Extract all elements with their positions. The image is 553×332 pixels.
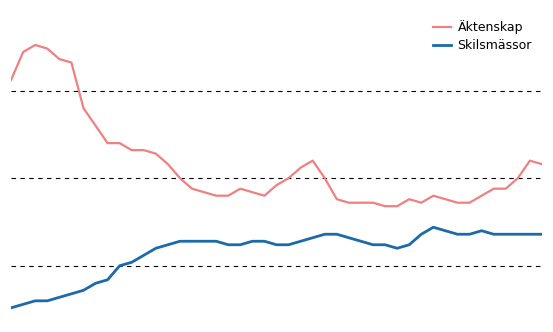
Äktenskap bbox=[44, 46, 50, 50]
Äktenskap bbox=[514, 176, 521, 180]
Äktenskap bbox=[478, 194, 485, 198]
Skilsmässor bbox=[128, 260, 135, 264]
Äktenskap bbox=[116, 141, 123, 145]
Skilsmässor bbox=[309, 236, 316, 240]
Äktenskap bbox=[261, 194, 268, 198]
Skilsmässor bbox=[285, 243, 292, 247]
Skilsmässor bbox=[105, 278, 111, 282]
Skilsmässor bbox=[237, 243, 244, 247]
Skilsmässor bbox=[478, 229, 485, 233]
Skilsmässor bbox=[273, 243, 280, 247]
Äktenskap bbox=[176, 176, 183, 180]
Skilsmässor bbox=[491, 232, 497, 236]
Äktenskap bbox=[346, 201, 352, 205]
Äktenskap bbox=[237, 187, 244, 191]
Äktenskap bbox=[56, 57, 62, 61]
Legend: Äktenskap, Skilsmässor: Äktenskap, Skilsmässor bbox=[429, 16, 536, 56]
Skilsmässor bbox=[406, 243, 413, 247]
Äktenskap bbox=[333, 197, 340, 201]
Äktenskap bbox=[105, 141, 111, 145]
Skilsmässor bbox=[514, 232, 521, 236]
Äktenskap bbox=[370, 201, 377, 205]
Äktenskap bbox=[68, 60, 75, 64]
Skilsmässor bbox=[56, 295, 62, 299]
Skilsmässor bbox=[526, 232, 533, 236]
Skilsmässor bbox=[442, 229, 448, 233]
Äktenskap bbox=[466, 201, 473, 205]
Skilsmässor bbox=[92, 281, 99, 285]
Äktenskap bbox=[80, 106, 87, 110]
Skilsmässor bbox=[116, 264, 123, 268]
Äktenskap bbox=[189, 187, 195, 191]
Äktenskap bbox=[526, 159, 533, 163]
Äktenskap bbox=[358, 201, 364, 205]
Äktenskap bbox=[309, 159, 316, 163]
Äktenskap bbox=[321, 176, 328, 180]
Skilsmässor bbox=[44, 299, 50, 303]
Skilsmässor bbox=[80, 288, 87, 292]
Äktenskap bbox=[394, 204, 400, 208]
Äktenskap bbox=[213, 194, 220, 198]
Äktenskap bbox=[165, 162, 171, 166]
Skilsmässor bbox=[140, 253, 147, 257]
Skilsmässor bbox=[213, 239, 220, 243]
Skilsmässor bbox=[394, 246, 400, 250]
Skilsmässor bbox=[333, 232, 340, 236]
Line: Skilsmässor: Skilsmässor bbox=[11, 227, 542, 308]
Skilsmässor bbox=[201, 239, 207, 243]
Äktenskap bbox=[201, 190, 207, 194]
Skilsmässor bbox=[430, 225, 437, 229]
Skilsmässor bbox=[539, 232, 545, 236]
Skilsmässor bbox=[261, 239, 268, 243]
Äktenskap bbox=[8, 78, 14, 82]
Äktenskap bbox=[140, 148, 147, 152]
Skilsmässor bbox=[68, 292, 75, 296]
Äktenskap bbox=[249, 190, 255, 194]
Äktenskap bbox=[418, 201, 425, 205]
Äktenskap bbox=[273, 183, 280, 187]
Skilsmässor bbox=[225, 243, 232, 247]
Skilsmässor bbox=[466, 232, 473, 236]
Skilsmässor bbox=[298, 239, 304, 243]
Skilsmässor bbox=[249, 239, 255, 243]
Skilsmässor bbox=[454, 232, 461, 236]
Skilsmässor bbox=[8, 306, 14, 310]
Skilsmässor bbox=[176, 239, 183, 243]
Äktenskap bbox=[539, 162, 545, 166]
Äktenskap bbox=[454, 201, 461, 205]
Skilsmässor bbox=[153, 246, 159, 250]
Skilsmässor bbox=[32, 299, 39, 303]
Skilsmässor bbox=[20, 302, 27, 306]
Skilsmässor bbox=[165, 243, 171, 247]
Line: Äktenskap: Äktenskap bbox=[11, 45, 542, 206]
Äktenskap bbox=[382, 204, 388, 208]
Skilsmässor bbox=[418, 232, 425, 236]
Äktenskap bbox=[285, 176, 292, 180]
Äktenskap bbox=[225, 194, 232, 198]
Skilsmässor bbox=[321, 232, 328, 236]
Äktenskap bbox=[92, 124, 99, 127]
Äktenskap bbox=[406, 197, 413, 201]
Skilsmässor bbox=[503, 232, 509, 236]
Äktenskap bbox=[153, 152, 159, 156]
Äktenskap bbox=[32, 43, 39, 47]
Skilsmässor bbox=[382, 243, 388, 247]
Äktenskap bbox=[298, 166, 304, 170]
Skilsmässor bbox=[346, 236, 352, 240]
Äktenskap bbox=[128, 148, 135, 152]
Skilsmässor bbox=[189, 239, 195, 243]
Äktenskap bbox=[20, 50, 27, 54]
Skilsmässor bbox=[370, 243, 377, 247]
Äktenskap bbox=[503, 187, 509, 191]
Äktenskap bbox=[491, 187, 497, 191]
Skilsmässor bbox=[358, 239, 364, 243]
Äktenskap bbox=[442, 197, 448, 201]
Äktenskap bbox=[430, 194, 437, 198]
